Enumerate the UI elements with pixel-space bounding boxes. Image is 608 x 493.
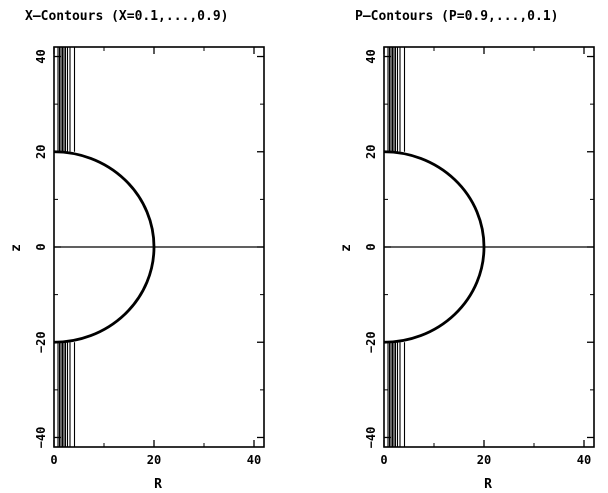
x-contours-title: X–Contours (X=0.1,...,0.9) [25, 9, 229, 24]
y-tick-label: 0 [364, 243, 378, 250]
y-tick-label: −20 [34, 331, 48, 353]
x-tick-label: 40 [577, 453, 591, 467]
x-tick-label: 20 [477, 453, 491, 467]
y-tick-label: 20 [364, 145, 378, 159]
y-tick-label: 0 [34, 243, 48, 250]
x-axis-label: R [154, 477, 162, 492]
y-tick-label: 20 [34, 145, 48, 159]
y-tick-label: −20 [364, 331, 378, 353]
y-axis-label: z [9, 244, 24, 252]
x-tick-label: 0 [380, 453, 387, 467]
y-tick-label: −40 [34, 427, 48, 449]
p-contours-title: P–Contours (P=0.9,...,0.1) [355, 9, 559, 24]
x-contours-marks: 0 20 40 −40 −20 0 20 40 [34, 46, 265, 467]
sphere-boundary [53, 150, 156, 344]
x-tick-label: 40 [247, 453, 261, 467]
sphere-boundary [383, 150, 486, 344]
y-tick-label: 40 [364, 49, 378, 63]
y-axis-label: z [339, 244, 354, 252]
x-tick-label: 0 [50, 453, 57, 467]
y-tick-label: −40 [364, 427, 378, 449]
p-contours-panel: P–Contours (P=0.9,...,0.1) R z 0 20 40 −40 −… [339, 9, 595, 492]
x-tick-label: 20 [147, 453, 161, 467]
x-contours-panel: X–Contours (X=0.1,...,0.9) R z 0 20 40 −40 −… [9, 9, 265, 492]
y-tick-label: 40 [34, 49, 48, 63]
x-axis-label: R [484, 477, 492, 492]
p-contours-marks: 0 20 40 −40 −20 0 20 40 [364, 46, 595, 467]
